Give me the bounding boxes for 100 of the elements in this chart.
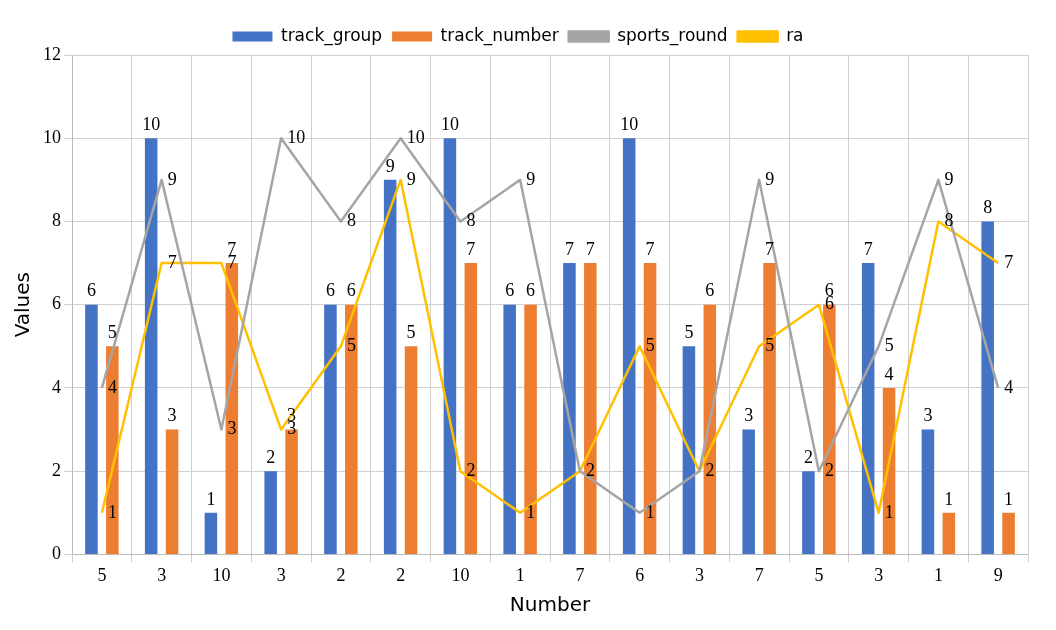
x-tick-label: 1 — [933, 564, 943, 585]
data-label: 2 — [466, 459, 476, 480]
legend-label: ra — [786, 24, 804, 45]
data-label: 5 — [107, 322, 117, 343]
bar — [524, 304, 537, 554]
x-tick-label: 10 — [451, 564, 470, 585]
bar — [443, 138, 457, 554]
y-tick-label: 12 — [43, 43, 61, 64]
x-tick-label: 1 — [515, 564, 525, 585]
data-label: 7 — [765, 238, 775, 259]
bar — [144, 138, 158, 554]
legend-label: track_group — [280, 24, 383, 46]
data-label: 8 — [944, 210, 954, 231]
bar — [404, 346, 418, 554]
bar — [204, 512, 218, 554]
data-label: 4 — [107, 376, 117, 397]
x-tick-label: 3 — [157, 564, 167, 585]
data-label: 10 — [287, 126, 306, 147]
data-label: 10 — [142, 113, 161, 134]
bar — [622, 138, 636, 554]
x-tick-label: 2 — [336, 564, 346, 585]
bar — [165, 429, 179, 554]
data-label: 10 — [440, 113, 459, 134]
data-label: 10 — [620, 113, 639, 134]
data-label: 1 — [944, 488, 954, 509]
data-label: 7 — [863, 238, 873, 259]
bar — [264, 471, 277, 554]
data-label: 10 — [406, 126, 425, 147]
bar — [981, 221, 994, 554]
data-label: 7 — [466, 238, 476, 259]
data-label: 3 — [227, 418, 237, 439]
data-label: 9 — [406, 168, 416, 189]
data-label: 1 — [526, 501, 536, 522]
data-label: 6 — [346, 280, 356, 301]
bar — [643, 263, 657, 554]
bar — [942, 512, 956, 554]
x-tick-label: 9 — [993, 564, 1003, 585]
data-label: 7 — [564, 238, 574, 259]
y-tick-label: 6 — [52, 293, 61, 314]
data-label: 8 — [983, 197, 993, 218]
x-tick-label: 3 — [276, 564, 286, 585]
data-label: 5 — [645, 335, 655, 356]
data-label: 2 — [266, 446, 276, 467]
bar — [345, 304, 358, 554]
x-tick-label: 2 — [396, 564, 406, 585]
bar — [1002, 512, 1015, 554]
bar — [324, 304, 337, 554]
data-label: 1 — [1004, 488, 1014, 509]
data-label: 5 — [346, 335, 356, 356]
x-tick-label: 6 — [635, 564, 645, 585]
data-label: 5 — [884, 335, 894, 356]
data-label: 3 — [744, 405, 754, 426]
data-label: 8 — [346, 210, 356, 231]
bar — [742, 429, 755, 554]
data-label: 4 — [884, 363, 894, 384]
legend-label: track_number — [440, 24, 559, 46]
data-label: 9 — [167, 168, 177, 189]
x-tick-label: 7 — [575, 564, 585, 585]
data-label: 1 — [884, 501, 894, 522]
data-label: 8 — [466, 210, 476, 231]
data-label: 7 — [585, 238, 595, 259]
bar — [861, 263, 875, 554]
y-tick-label: 0 — [52, 543, 61, 564]
data-label: 2 — [585, 459, 595, 480]
x-axis-title: Number — [509, 592, 591, 617]
data-label: 6 — [526, 280, 536, 301]
y-axis-title: Values — [10, 272, 35, 338]
data-label: 9 — [944, 168, 954, 189]
data-label: 6 — [705, 280, 715, 301]
bar — [85, 304, 98, 554]
data-label: 7 — [1004, 251, 1014, 272]
bar — [682, 346, 696, 554]
data-label: 6 — [505, 280, 515, 301]
data-label: 9 — [765, 168, 775, 189]
data-label: 6 — [86, 280, 96, 301]
x-tick-label: 10 — [212, 564, 231, 585]
data-label: 5 — [684, 322, 694, 343]
data-label: 7 — [645, 238, 655, 259]
bar — [584, 263, 597, 554]
x-tick-label: 5 — [814, 564, 824, 585]
data-label: 3 — [167, 405, 177, 426]
bar — [802, 471, 815, 554]
data-label: 6 — [325, 280, 335, 301]
data-label: 1 — [107, 501, 117, 522]
data-label: 3 — [923, 405, 933, 426]
y-tick-label: 4 — [52, 376, 61, 397]
bar — [464, 263, 478, 554]
data-label: 1 — [645, 501, 655, 522]
data-label: 4 — [1004, 376, 1014, 397]
bar — [503, 304, 516, 554]
bar — [763, 263, 776, 554]
data-label: 1 — [206, 488, 216, 509]
data-label: 2 — [824, 459, 834, 480]
data-label: 9 — [526, 168, 536, 189]
legend-label: sports_round — [617, 24, 728, 46]
data-label: 5 — [765, 335, 775, 356]
data-label: 5 — [406, 322, 416, 343]
data-label: 2 — [803, 446, 813, 467]
y-tick-label: 8 — [52, 210, 61, 231]
x-tick-label: 7 — [754, 564, 764, 585]
